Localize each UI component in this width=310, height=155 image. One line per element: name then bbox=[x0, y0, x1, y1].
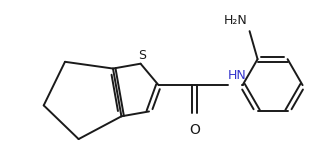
Text: S: S bbox=[139, 49, 147, 62]
Text: O: O bbox=[189, 123, 200, 137]
Text: HN: HN bbox=[228, 69, 246, 82]
Text: H₂N: H₂N bbox=[224, 14, 248, 27]
